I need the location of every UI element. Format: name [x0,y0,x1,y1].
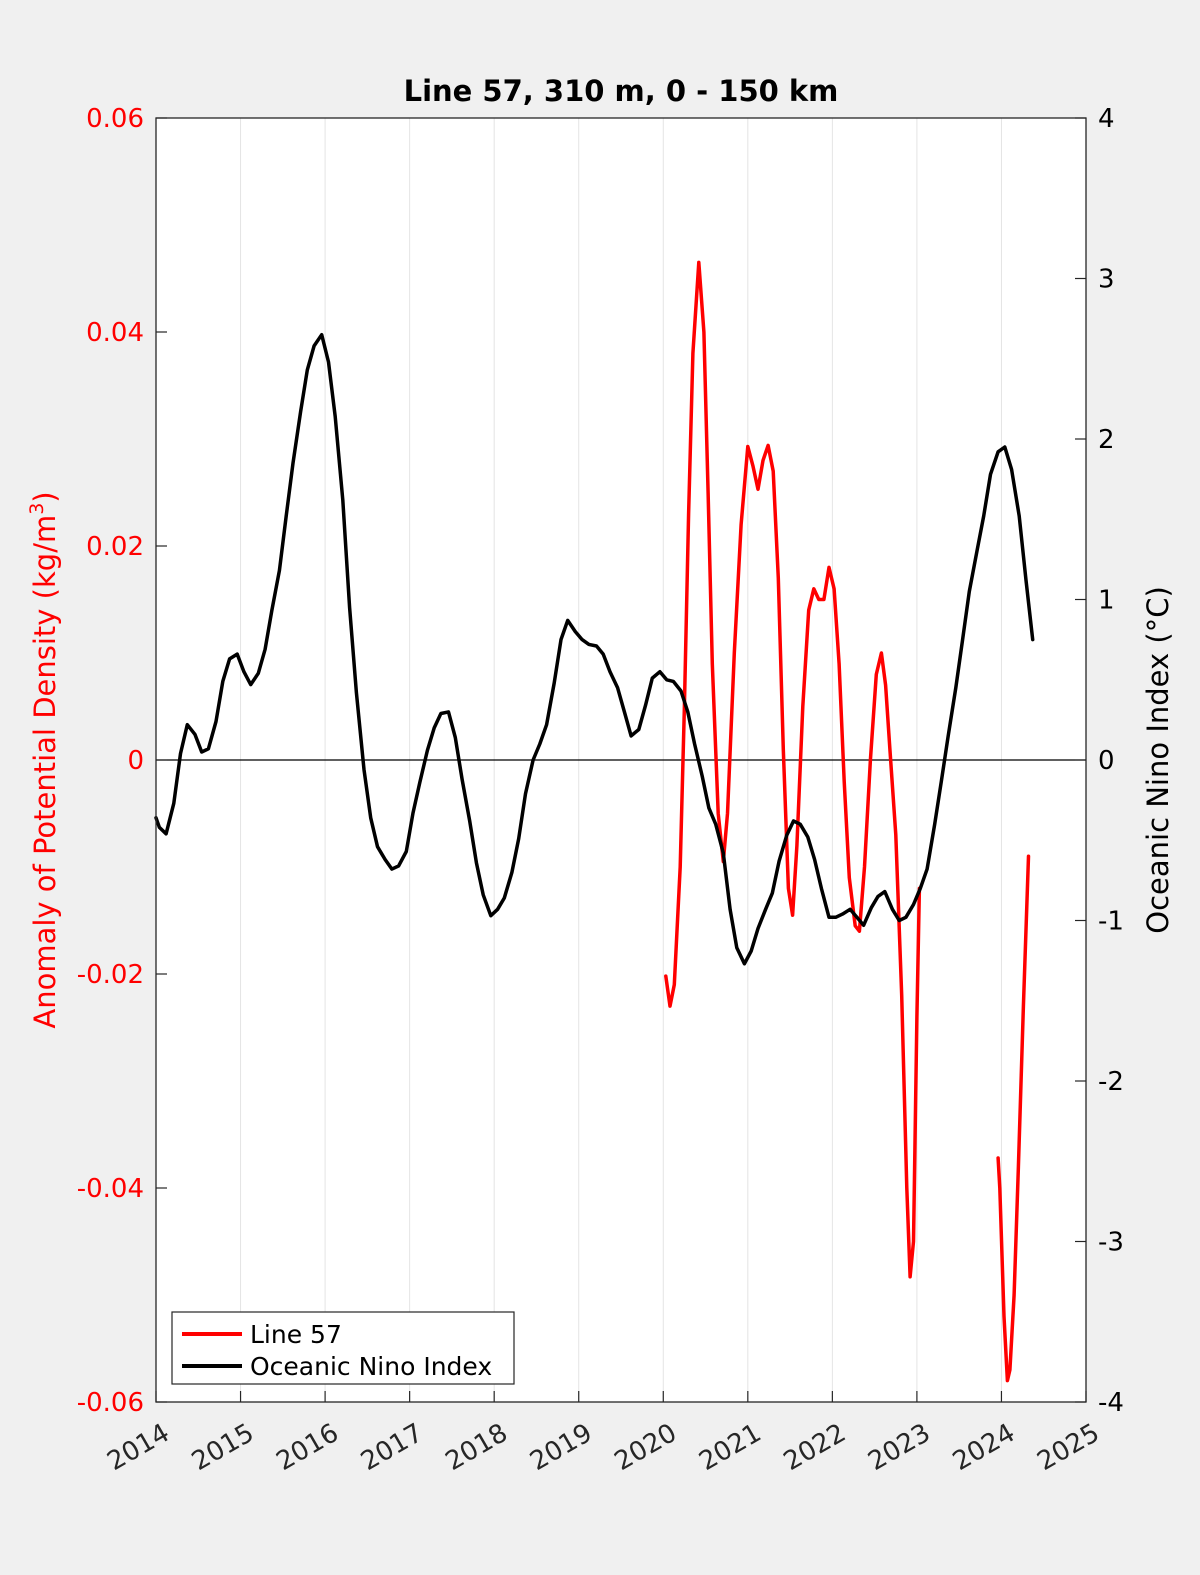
x-tick-label-2015: 2015 [187,1418,259,1477]
y-left-tick-label: -0.02 [77,960,144,990]
y-left-axis-title-main: Anomaly of Potential Density (kg/m [28,515,62,1029]
legend-label-oni: Oceanic Nino Index [250,1352,492,1381]
legend: Line 57 Oceanic Nino Index [171,1311,515,1385]
y-left-tick-label: 0.06 [86,104,144,134]
x-tick-label-2017: 2017 [356,1418,428,1477]
y-right-tick-label: 1 [1098,586,1115,616]
y-right-tick-label: 4 [1098,104,1115,134]
y-left-tick-labels: -0.06 -0.04 -0.02 0 0.02 0.04 0.06 [77,104,144,1418]
y-right-tick-label: 3 [1098,265,1115,295]
x-tick-label-2023: 2023 [863,1418,935,1477]
y-left-axis-title-sup: 3 [26,503,48,515]
y-left-tick-label: -0.06 [77,1388,144,1418]
y-right-tick-label: -4 [1098,1388,1124,1418]
y-right-tick-label: -1 [1098,907,1124,937]
y-left-axis-title: Anomaly of Potential Density (kg/m3) [26,491,62,1028]
x-tick-label-2019: 2019 [525,1418,597,1477]
x-tick-label-2018: 2018 [441,1418,513,1477]
y-right-tick-label: 2 [1098,425,1115,455]
y-right-tick-labels: -4 -3 -2 -1 0 1 2 3 4 [1098,104,1124,1418]
x-tick-labels: 2014 2015 2016 2017 2018 2019 2020 2021 2022 2023… [102,1418,1104,1477]
series-group [154,260,1035,1383]
tick-marks [155,117,1087,1403]
y-right-axis-title: Oceanic Nino Index (°C) [1141,586,1175,934]
y-left-tick-label: 0 [127,746,144,776]
y-right-tick-label: -2 [1098,1067,1124,1097]
x-tick-label-2025: 2025 [1032,1418,1104,1477]
y-left-tick-label: 0.04 [86,318,144,348]
legend-label-line57: Line 57 [250,1320,342,1349]
y-left-tick-label: -0.04 [77,1174,144,1204]
x-tick-label-2024: 2024 [948,1418,1020,1477]
chart-title: Line 57, 310 m, 0 - 150 km [404,74,839,108]
y-left-tick-label: 0.02 [86,532,144,562]
y-right-tick-label: 0 [1098,746,1115,776]
series-line-oni-segment-0 [154,332,1035,966]
legend-box [171,1311,515,1385]
x-tick-label-2014: 2014 [102,1418,174,1477]
series-line-line57-segment-0 [664,260,922,1279]
series-line-line57-segment-1 [996,854,1031,1383]
x-tick-label-2022: 2022 [779,1418,851,1477]
x-tick-label-2016: 2016 [271,1418,343,1477]
y-right-tick-label: -3 [1098,1228,1124,1258]
x-tick-label-2021: 2021 [694,1418,766,1477]
x-tick-label-2020: 2020 [610,1418,682,1477]
y-left-axis-title-end: ) [28,491,62,502]
